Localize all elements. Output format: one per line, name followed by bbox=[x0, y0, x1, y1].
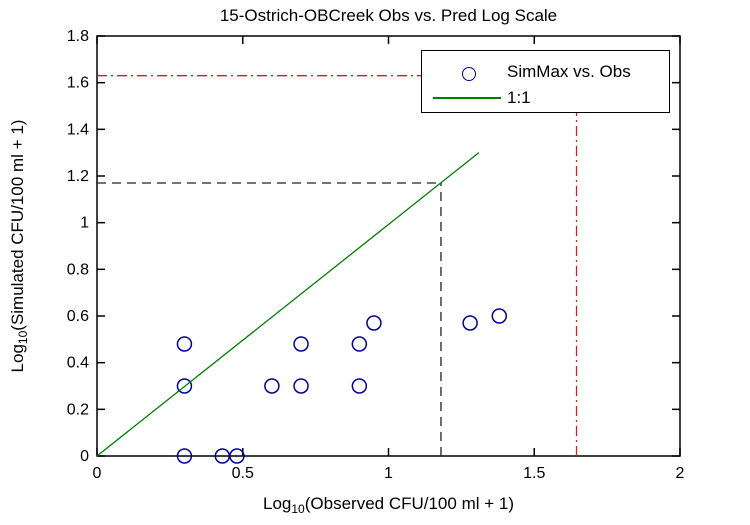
legend: SimMax vs. Obs 1:1 bbox=[421, 50, 670, 113]
chart-title: 15-Ostrich-OBCreek Obs vs. Pred Log Scal… bbox=[219, 6, 558, 25]
legend-scatter-marker-icon bbox=[462, 67, 476, 81]
x-axis-label: Log10(Observed CFU/100 ml + 1) bbox=[97, 494, 680, 516]
scatter-point bbox=[351, 378, 368, 394]
y-axis-label-subscript: 10 bbox=[16, 330, 30, 345]
y-tick-label: 0 bbox=[80, 448, 89, 465]
x-axis-label-prefix: Log bbox=[263, 494, 292, 513]
x-tick-label: 0 bbox=[93, 465, 102, 482]
y-tick-label: 0.2 bbox=[67, 401, 89, 418]
y-tick-label: 1.8 bbox=[67, 28, 89, 45]
legend-entry-simmax-label: SimMax vs. Obs bbox=[507, 62, 631, 81]
x-axis-label-subscript: 10 bbox=[291, 502, 305, 516]
x-tick-label: 2 bbox=[676, 465, 685, 482]
scatter-point bbox=[264, 378, 280, 394]
scatter-point bbox=[293, 378, 309, 394]
y-tick-label: 0.6 bbox=[67, 308, 89, 325]
y-axis-label-prefix: Log bbox=[8, 344, 27, 373]
y-axis-label-rest: (Simulated CFU/100 ml + 1) bbox=[8, 119, 27, 331]
legend-line-sample-icon bbox=[433, 97, 501, 99]
y-tick-label: 1 bbox=[80, 215, 89, 232]
y-axis-label: Log10(Simulated CFU/100 ml + 1) bbox=[8, 26, 32, 466]
scatter-point bbox=[293, 336, 309, 352]
scatter-point bbox=[176, 448, 193, 464]
scatter-point bbox=[366, 315, 382, 331]
x-axis-label-rest: (Observed CFU/100 ml + 1) bbox=[304, 494, 514, 513]
y-tick-label: 0.8 bbox=[67, 261, 89, 278]
scatter-point bbox=[176, 336, 193, 352]
scatter-point bbox=[491, 308, 508, 324]
x-tick-label: 1 bbox=[384, 465, 393, 482]
scatter-point bbox=[229, 448, 245, 464]
x-tick-label: 0.5 bbox=[232, 465, 254, 482]
y-tick-label: 1.2 bbox=[67, 168, 89, 185]
one-to-one-line bbox=[96, 152, 480, 457]
x-tick-label: 1.5 bbox=[523, 465, 545, 482]
scatter-point bbox=[462, 315, 478, 331]
y-tick-label: 0.4 bbox=[67, 355, 89, 372]
scatter-point bbox=[351, 336, 368, 352]
scatter-point bbox=[176, 378, 193, 394]
y-tick-label: 1.6 bbox=[67, 75, 89, 92]
legend-entry-one-to-one-label: 1:1 bbox=[507, 88, 531, 107]
y-tick-label: 1.4 bbox=[67, 121, 89, 138]
